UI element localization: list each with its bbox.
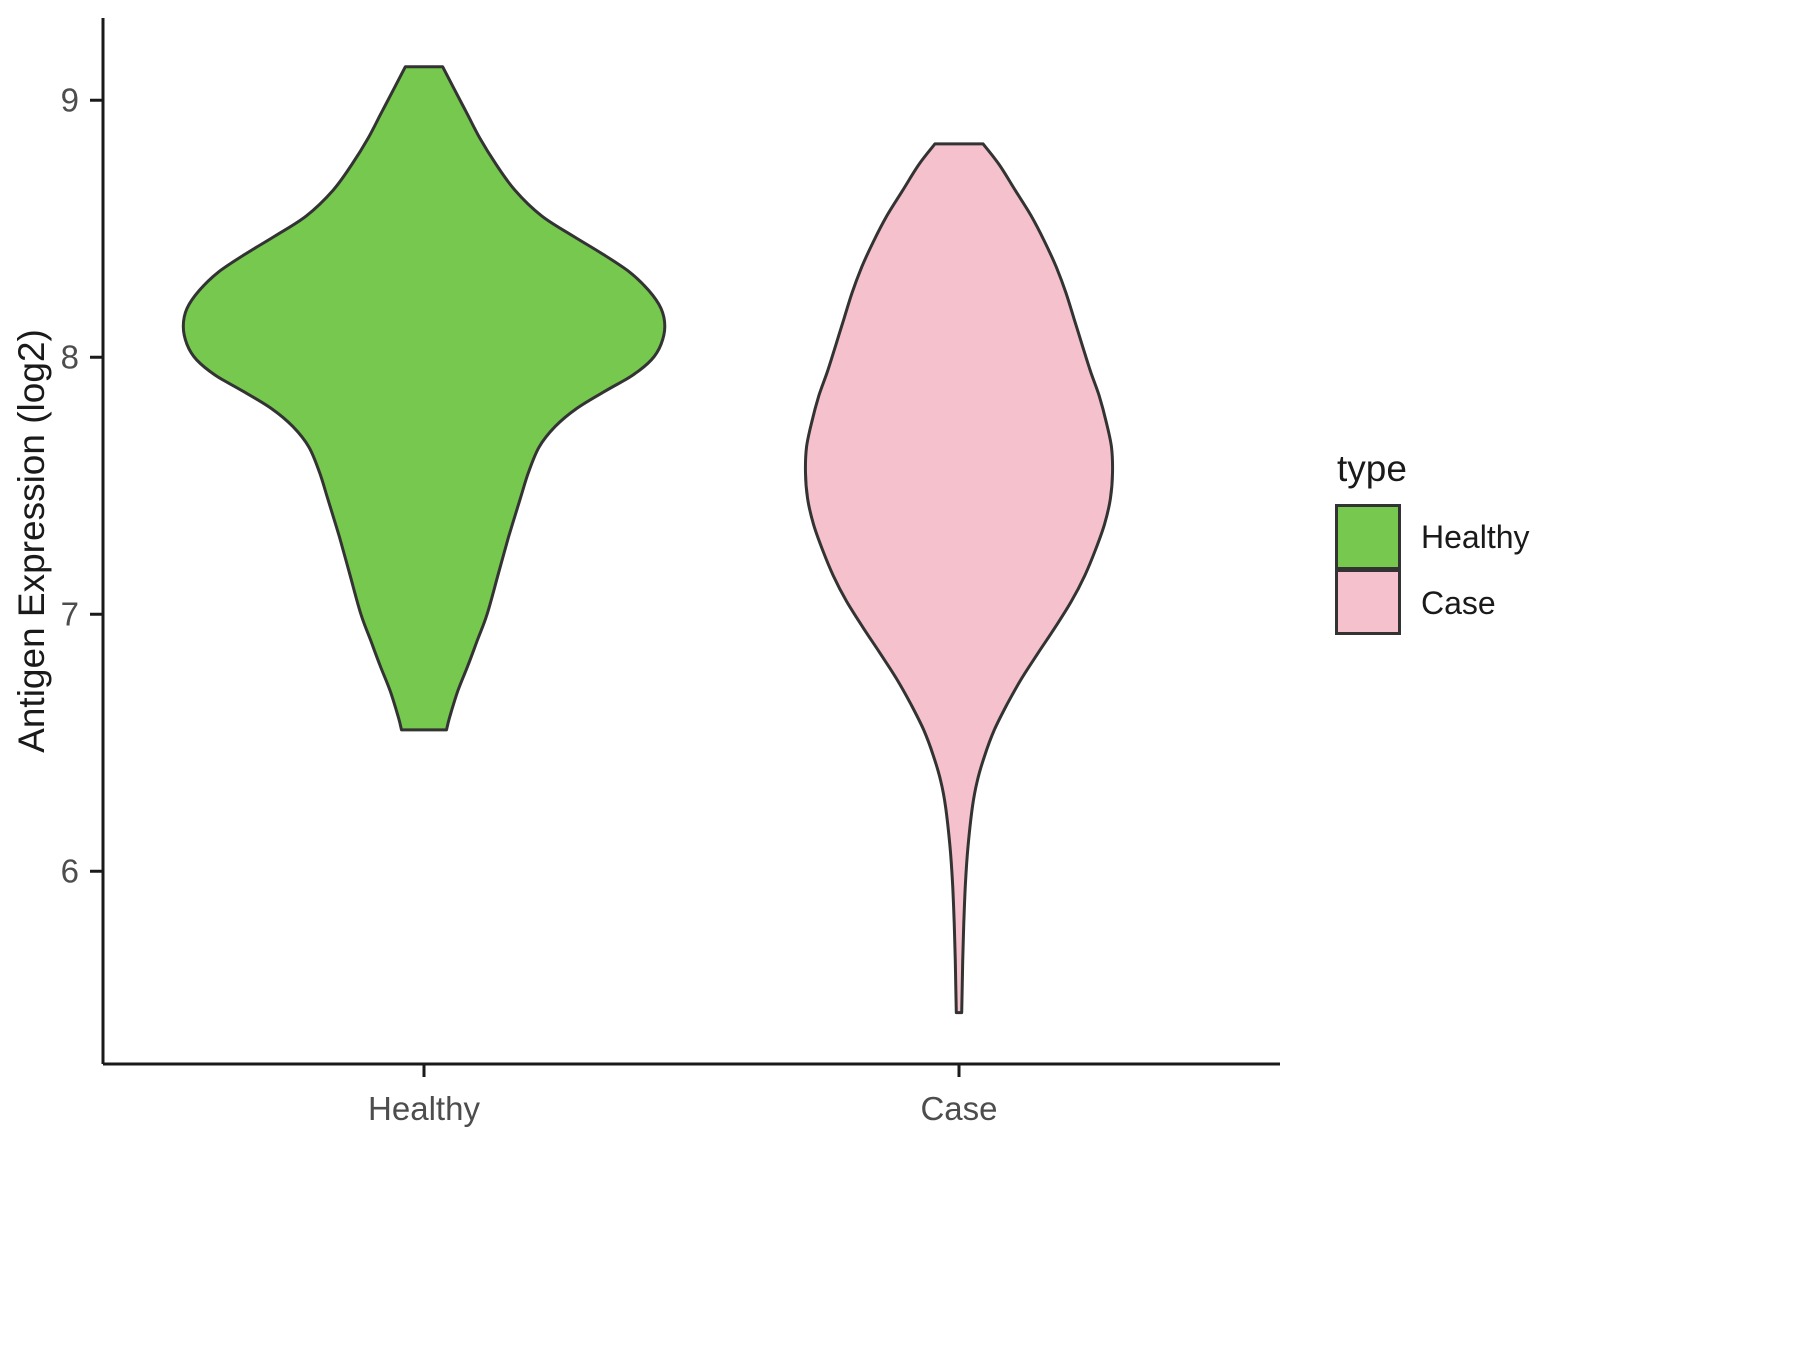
x-tick-label-healthy: Healthy — [368, 1090, 480, 1127]
violin-healthy — [181, 65, 667, 732]
y-tick-label: 8 — [61, 339, 79, 376]
y-tick-label: 7 — [61, 596, 79, 633]
legend-title: type — [1337, 448, 1407, 489]
legend-label-case: Case — [1421, 584, 1496, 621]
legend-entries: Healthy Case — [1335, 504, 1530, 636]
x-tick-label-case: Case — [920, 1090, 997, 1127]
legend-label-healthy: Healthy — [1421, 518, 1530, 555]
legend-key-swatch-healthy — [1335, 504, 1401, 570]
y-axis-title: Antigen Expression (log2) — [11, 329, 52, 753]
legend-key-swatch-case — [1335, 568, 1401, 635]
y-tick-label: 6 — [61, 853, 79, 890]
violin-case — [803, 142, 1115, 1015]
legend-entry-healthy: Healthy — [1335, 504, 1530, 570]
y-tick-label: 9 — [61, 82, 79, 119]
legend-entry-case: Case — [1335, 568, 1530, 636]
legend: type Healthy Case — [1335, 448, 1530, 636]
